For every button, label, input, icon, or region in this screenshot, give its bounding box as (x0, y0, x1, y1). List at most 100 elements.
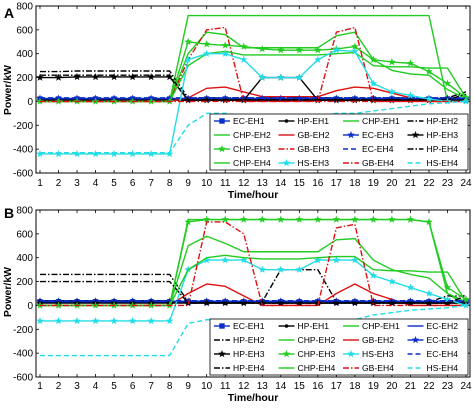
legend-marker (411, 130, 420, 139)
series-hp-eh3-point (425, 299, 433, 307)
legend-marker (284, 324, 289, 328)
x-tick-label: 7 (148, 381, 154, 392)
series-chp-eh3-point (443, 283, 452, 291)
x-tick-label: 15 (294, 381, 306, 392)
series-hs-eh3-point (221, 256, 230, 264)
panel-label: B (4, 205, 14, 221)
legend-item: CHP-EH3 (214, 144, 271, 154)
legend-item: HS-EH4 (407, 158, 458, 168)
series-hs-eh3-point (313, 55, 322, 63)
legend-item: HS-EH3 (278, 158, 329, 168)
legend-item: GB-EH2 (278, 130, 330, 140)
series-hs-eh3-point (406, 283, 415, 291)
series-hp-eh3-point (73, 72, 81, 81)
legend-item: HP-EH1 (278, 116, 330, 126)
series-hs-eh3-point (54, 149, 63, 158)
x-tick-label: 18 (349, 381, 361, 392)
x-tick-label: 12 (238, 381, 250, 392)
y-tick-label: 200 (16, 277, 33, 288)
series-hs-eh3-point (54, 316, 63, 325)
series-hp-eh4-line (40, 74, 467, 101)
y-tick-label: 800 (16, 2, 33, 13)
x-tick-label: 23 (442, 178, 454, 189)
legend-item: HP-EH3 (407, 130, 458, 140)
legend-marker (284, 119, 289, 123)
legend-label: HP-EH1 (298, 321, 330, 331)
series-hs-eh3-point (351, 47, 359, 55)
x-tick-label: 15 (294, 178, 306, 189)
series-chp-eh3-point (351, 215, 359, 223)
series-hp-eh3-point (36, 73, 44, 81)
x-tick-label: 16 (312, 178, 324, 189)
x-tick-label: 10 (201, 178, 213, 189)
series-hs-eh3-point (332, 46, 341, 54)
series-chp-eh3-point (276, 46, 285, 54)
panel-label: A (4, 5, 14, 21)
legend-label: GB-EH2 (298, 130, 330, 140)
y-tick-label: -200 (13, 325, 33, 336)
series-gb-eh3 (40, 26, 466, 103)
series-hs-eh3-point (295, 265, 304, 273)
legend-item: HP-EH2 (214, 335, 265, 345)
series-hs-eh3-point (36, 149, 44, 158)
x-tick-label: 9 (185, 178, 191, 189)
x-tick-label: 19 (368, 381, 380, 392)
series-chp-eh3-point (295, 215, 304, 223)
legend-label: HP-EH1 (298, 116, 330, 126)
legend-label: HP-EH2 (427, 116, 459, 126)
legend-item: HP-EH4 (214, 363, 265, 373)
series-hs-eh3-point (425, 289, 433, 297)
legend-label: HP-EH4 (427, 144, 459, 154)
series-hs-eh3-point (276, 73, 285, 81)
legend-item: HS-EH3 (343, 349, 394, 359)
y-tick-label: 400 (16, 49, 33, 60)
x-tick-label: 23 (442, 381, 454, 392)
series-hs-eh3-point (165, 316, 174, 325)
series-hs-eh3-point (258, 73, 267, 81)
series-hs-eh3-line (40, 49, 466, 155)
legend-label: CHP-EH1 (362, 116, 400, 126)
series-hp-eh3-line (40, 76, 466, 101)
legend-label: EC-EH3 (362, 130, 394, 140)
x-tick-label: 4 (93, 178, 99, 189)
series-chp-eh3-point (221, 41, 230, 49)
series-gb-eh4 (40, 221, 466, 307)
legend-marker (347, 349, 355, 358)
x-tick-label: 24 (460, 381, 472, 392)
legend-item: GB-EH2 (343, 335, 394, 345)
legend-item: EC-EH1 (214, 116, 265, 126)
series-chp-eh3-point (184, 37, 193, 46)
series-hs-eh3-point (313, 256, 322, 264)
series-hp-eh3-point (110, 72, 118, 81)
x-tick-label: 9 (185, 381, 191, 392)
y-tick-label: 800 (16, 206, 33, 217)
series-hs-eh3-point (295, 73, 304, 81)
series-gb-eh4-line (40, 221, 466, 307)
legend-marker (282, 158, 291, 167)
legend-item: CHP-EH1 (343, 116, 400, 126)
x-tick-label: 21 (405, 381, 417, 392)
series-hp-eh2-line (40, 268, 466, 303)
x-axis-title: Time/hour (228, 189, 279, 201)
x-tick-label: 20 (386, 381, 398, 392)
plot-frame (35, 209, 471, 378)
series-hs-eh3-point (128, 149, 137, 158)
legend-item: HP-EH4 (407, 144, 459, 154)
series-chp-eh3-point (295, 46, 304, 54)
series-hs-eh3-point (276, 265, 285, 273)
series-hs-eh3-point (388, 277, 396, 285)
legend-label: HS-EH3 (362, 349, 394, 359)
legend-marker (219, 118, 225, 124)
series-hp-eh3-point (147, 72, 155, 81)
series-chp-eh3-point (184, 217, 193, 226)
legend: EC-EH1 HP-EH1 CHP-EH1 EC-EH2 HP-EH2 CHP-EH2 GB… (209, 318, 469, 376)
series-hs-eh3-point (369, 271, 378, 279)
series-hs-eh3-point (73, 149, 81, 158)
legend-label: HS-EH4 (427, 363, 459, 373)
x-tick-label: 13 (257, 381, 269, 392)
series-chp-eh3-point (313, 215, 322, 223)
series-chp-eh3-point (443, 79, 452, 87)
